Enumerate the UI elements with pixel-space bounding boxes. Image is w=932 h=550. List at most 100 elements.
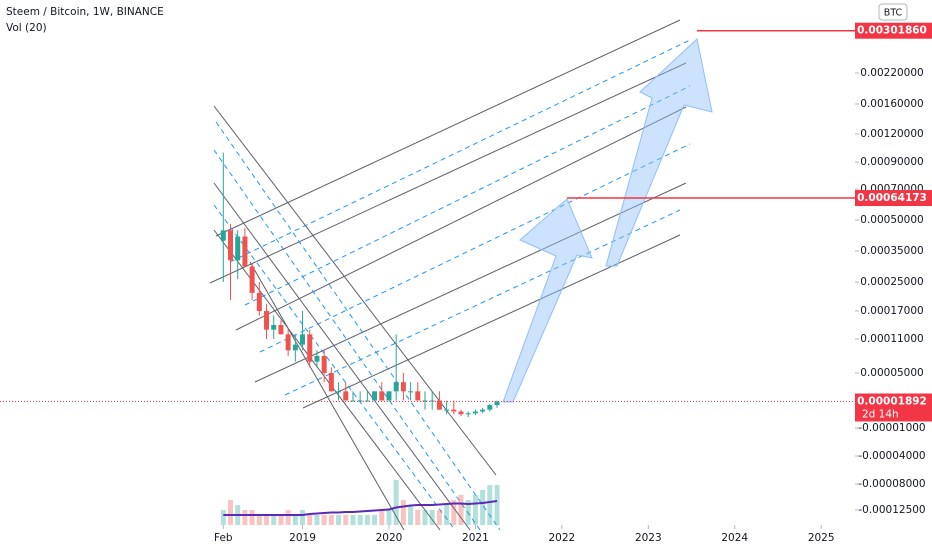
y-tick-label: 0.00050000 <box>860 214 923 226</box>
candle-body <box>271 325 277 330</box>
candle-body <box>343 391 349 401</box>
volume-bar <box>386 510 392 525</box>
y-tick-label: 0.00005000 <box>860 367 923 379</box>
volume-bar <box>451 500 457 525</box>
volume-bar <box>249 510 255 525</box>
candle-body <box>307 334 313 362</box>
arrows <box>502 38 713 403</box>
x-tick-label: 2024 <box>721 532 748 544</box>
volume-bar <box>220 510 226 525</box>
volume-bar <box>364 515 370 525</box>
candle-body <box>278 325 284 335</box>
y-tick-label: 0.00220000 <box>860 67 923 79</box>
x-tick-label: 2019 <box>289 532 316 544</box>
volume-bar <box>343 515 349 525</box>
level-label: 0.00301860 <box>857 25 927 37</box>
volume-bar <box>436 510 442 525</box>
volume-bar <box>379 510 385 525</box>
volume-bar <box>458 495 464 525</box>
candle-body <box>487 405 493 410</box>
candle-body <box>264 311 270 330</box>
candle-body <box>242 236 248 267</box>
countdown: 2d 14h <box>862 408 899 420</box>
volume-bar <box>350 515 356 525</box>
candle-body <box>321 356 327 373</box>
volume-bar <box>487 485 493 525</box>
candle-body <box>386 391 392 401</box>
volume-bar <box>408 505 414 525</box>
indicator-label: Vol (20) <box>6 22 47 34</box>
y-tick-label: 0.00160000 <box>860 98 923 110</box>
pitchfork <box>209 19 691 531</box>
y-tick-label: 0.00120000 <box>860 128 923 140</box>
volume-bar <box>228 500 234 525</box>
volume-bar <box>336 515 342 525</box>
candle-body <box>408 391 414 393</box>
candle-body <box>285 334 291 351</box>
volume-bar <box>400 500 406 525</box>
volume-bar <box>393 480 399 525</box>
x-tick-label: 2025 <box>808 532 835 544</box>
volume-bar <box>357 515 363 525</box>
y-tick-label: 0.00090000 <box>860 156 923 168</box>
volume-bar <box>314 515 320 525</box>
candle-body <box>300 334 306 345</box>
x-tick-label: 2022 <box>548 532 575 544</box>
level-label: 0.00064173 <box>857 192 927 204</box>
candle-body <box>451 409 457 412</box>
candle-body <box>480 409 486 412</box>
candle-body <box>292 344 298 351</box>
volume-bar <box>321 515 327 525</box>
candle-body <box>400 382 406 392</box>
y-tick-label: 0.00025000 <box>860 276 923 288</box>
x-tick-label: 2020 <box>376 532 403 544</box>
level-badge <box>855 190 932 207</box>
candle-body <box>336 391 342 393</box>
volume-bar <box>264 515 270 525</box>
volume-bar <box>480 490 486 525</box>
y-tick-label: -0.00008000 <box>858 478 925 490</box>
candle-body <box>220 230 226 241</box>
y-tick-label: -0.00004000 <box>858 450 925 462</box>
volume-bar <box>465 500 471 525</box>
candle-body <box>314 356 320 362</box>
volume-bar <box>444 505 450 525</box>
candle-body <box>465 413 471 415</box>
volume-bar <box>328 515 334 525</box>
volume-bar <box>494 485 500 525</box>
candle-body <box>228 230 234 261</box>
volume-ma <box>223 500 498 516</box>
chart-title: Steem / Bitcoin, 1W, BINANCE <box>6 6 164 18</box>
candle-body <box>379 391 385 401</box>
candle-body <box>393 382 399 392</box>
candle-body <box>350 400 356 402</box>
volume-bar <box>285 510 291 525</box>
volume-bar <box>242 510 248 525</box>
x-tick-label: Feb <box>214 532 233 544</box>
candle-body <box>249 266 255 293</box>
candle-body <box>422 400 428 402</box>
candle-body <box>494 401 500 406</box>
candle-body <box>436 400 442 410</box>
volume-bar <box>422 510 428 525</box>
y-tick-label: 0.00035000 <box>860 245 923 257</box>
level-badge <box>855 22 932 39</box>
last-price-badge <box>855 393 932 422</box>
volume-bar <box>300 510 306 525</box>
candle-body <box>235 236 241 261</box>
candle-body <box>328 373 334 392</box>
volume-bar <box>256 515 262 525</box>
candle-body <box>372 391 378 401</box>
price-axis <box>855 0 932 525</box>
y-tick-label: -0.00012500 <box>858 504 925 516</box>
volume-bar <box>472 495 478 525</box>
x-tick-label: 2023 <box>635 532 662 544</box>
x-tick-label: 2021 <box>462 532 489 544</box>
currency: BTC <box>884 8 903 19</box>
volume-bar <box>271 515 277 525</box>
candle-body <box>364 400 370 402</box>
volume-bar <box>429 510 435 525</box>
candle-body <box>256 292 262 311</box>
candle-body <box>415 391 421 401</box>
